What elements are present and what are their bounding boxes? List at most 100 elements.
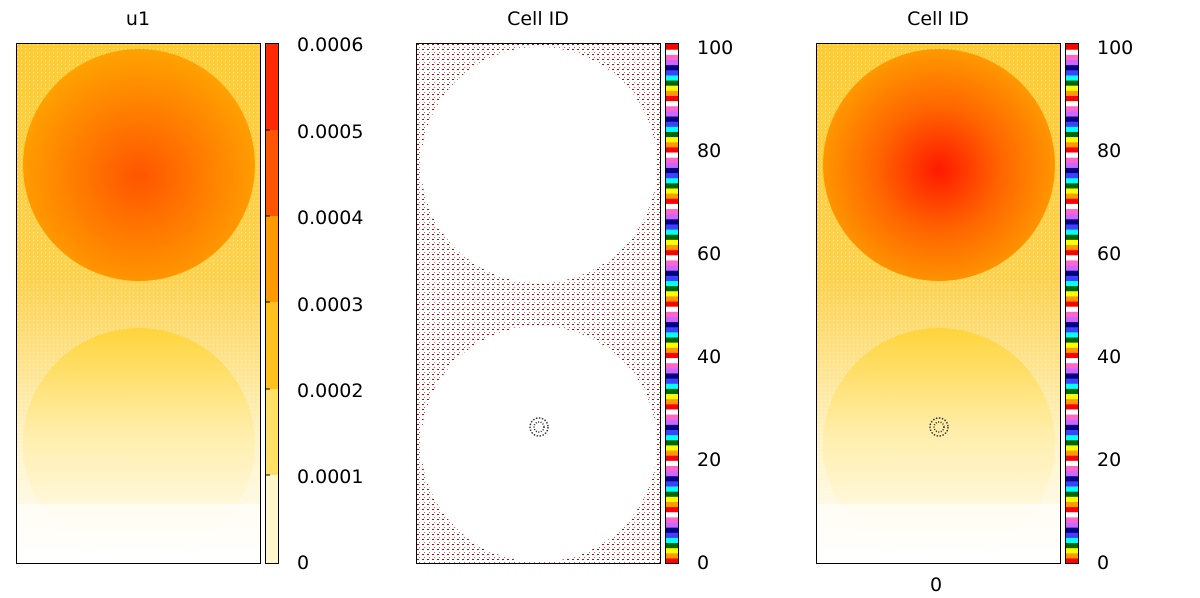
panel-2-colorbar-segment <box>666 470 678 477</box>
panel-3-colorbar-segment <box>1066 115 1078 122</box>
panel-3-colorbar-segment <box>1066 280 1078 287</box>
panel-2-colorbar-segment <box>666 306 678 312</box>
panel-2-colorbar-segment <box>666 393 678 400</box>
panel-3-colorbar-segment <box>1066 460 1078 466</box>
panel-2-colorbar-segment <box>666 249 678 256</box>
panel-2-colorbar-segment <box>666 403 678 410</box>
panel-3-colorbar-tick: 80 <box>1097 140 1122 162</box>
panel-2-colorbar-segment <box>666 115 678 122</box>
panel-2-colorbar-segment <box>666 193 678 199</box>
panel-2-colorbar-segment <box>666 413 678 420</box>
panel-3-colorbar-segment <box>1066 367 1078 374</box>
panel-2-colorbar-segment <box>666 552 678 559</box>
panel-2-colorbar-segment <box>666 90 678 96</box>
panel-2-colorbar-segment <box>666 244 678 251</box>
panel-3-colorbar-segment <box>1066 413 1078 420</box>
panel-3-colorbar-segment <box>1066 146 1078 153</box>
panel-2-colorbar-segment <box>666 547 678 554</box>
panel-3-colorbar-segment <box>1066 167 1078 174</box>
panel-3-colorbar-segment <box>1066 290 1078 297</box>
panel-2-colorbar-segment <box>666 270 678 276</box>
panel-3-colorbar-segment <box>1066 59 1078 66</box>
panel-1-colorbar-tick: 0.0001 <box>297 466 364 488</box>
panel-2-colorbar-svg <box>666 44 678 563</box>
panel-1-colorbar-tick: 0.0003 <box>297 294 364 316</box>
panel-2-colorbar-segment <box>666 49 678 55</box>
panel-3-colorbar-segment <box>1066 429 1078 436</box>
panel-1-heatmap-svg <box>17 44 260 563</box>
panel-2-colorbar-segment <box>666 398 678 405</box>
panel-3-colorbar-segment <box>1066 465 1078 472</box>
panel-2-colorbar-segment <box>666 264 678 271</box>
panel-3-colorbar-segment <box>1066 532 1078 538</box>
panel-2-colorbar-segment <box>666 342 678 348</box>
panel-3-colorbar-segment <box>1066 187 1078 194</box>
panel-1-colorbar-tick: 0.0005 <box>297 121 364 143</box>
panel-2-colorbar-segment <box>666 336 678 343</box>
panel-2-colorbar-segment <box>666 254 678 261</box>
panel-3-colorbar-segment <box>1066 79 1078 86</box>
panel-2-colorbar-segment <box>666 475 678 482</box>
panel-3-colorbar-segment <box>1066 85 1078 91</box>
panel-3-colorbar-tick: 0 <box>1097 552 1110 574</box>
panel-3-colorbar-segment <box>1066 393 1078 400</box>
panel-3-colorbar-segment <box>1066 198 1078 204</box>
panel-2-colorbar-segment <box>666 126 678 132</box>
panel-3-colorbar-segment <box>1066 100 1078 107</box>
panel-3-colorbar-segment <box>1066 316 1078 323</box>
panel-1-colorbar-tick: 0.0002 <box>297 380 364 402</box>
panel-2-colorbar-segment <box>666 162 678 168</box>
panel-3-colorbar-segment <box>1066 95 1078 102</box>
panel-3-colorbar-segment <box>1066 64 1078 71</box>
panel-2-colorbar-segment <box>666 146 678 153</box>
panel-3-colorbar-svg <box>1066 44 1078 563</box>
panel-2-colorbar-segment <box>666 485 678 492</box>
panel-2-colorbar-segment <box>666 316 678 323</box>
panel-2-colorbar-segment <box>666 516 678 523</box>
panel-2-colorbar-segment <box>666 141 678 148</box>
panel-2-colorbar-segment <box>666 367 678 374</box>
panel-3-colorbar-segment <box>1066 228 1078 235</box>
panel-2-colorbar-segment <box>666 527 678 533</box>
panel-2-colorbar-segment <box>666 480 678 487</box>
panel-3-colorbar-segment <box>1066 383 1078 389</box>
panel-3-colorbar-segment <box>1066 162 1078 168</box>
panel-3-colorbar-segment <box>1066 141 1078 148</box>
panel-3-colorbar-segment <box>1066 347 1078 353</box>
panel-2-colorbar-segment <box>666 85 678 91</box>
panel-2-colorbar-segment <box>666 95 678 102</box>
panel-3-colorbar-segment <box>1066 501 1078 508</box>
panel-3-colorbar-segment <box>1066 300 1078 307</box>
panel-1-colorbar-tick: 0 <box>297 552 310 574</box>
panel-2-colorbar-segment <box>666 506 678 513</box>
panel-3-colorbar-segment <box>1066 352 1078 359</box>
panel-2-colorbar-segment <box>666 419 678 425</box>
panel-2-upper-disk <box>421 47 657 283</box>
panel-3-colorbar-segment <box>1066 121 1078 127</box>
panel-3-colorbar-segment <box>1066 342 1078 348</box>
panel-3-colorbar-segment <box>1066 419 1078 425</box>
panel-3-colorbar-segment <box>1066 537 1078 544</box>
panel-3-lower-disk <box>823 328 1055 560</box>
panel-2-colorbar-segment <box>666 537 678 544</box>
panel-2-colorbar-segment <box>666 213 678 220</box>
panel-3-colorbar-segment <box>1066 74 1078 81</box>
panel-2-colorbar-segment <box>666 491 678 497</box>
panel-3-colorbar-segment <box>1066 285 1078 292</box>
panel-2-colorbar-segment <box>666 326 678 333</box>
panel-1-colorbar-tick: 0.0004 <box>297 207 364 229</box>
panel-2-colorbar-tick: 40 <box>697 346 722 368</box>
panel-3-colorbar-segment <box>1066 44 1078 50</box>
panel-2-colorbar-segment <box>666 136 678 143</box>
panel-3-colorbar-segment <box>1066 475 1078 482</box>
panel-3-colorbar-segment <box>1066 511 1078 518</box>
panel-2-colorbar-tick: 80 <box>697 140 722 162</box>
panel-3-colorbar-segment <box>1066 516 1078 523</box>
panel-2-colorbar-segment <box>666 511 678 518</box>
panel-3-colorbar-segment <box>1066 388 1078 395</box>
panel-3-colorbar-segment <box>1066 177 1078 184</box>
panel-2-colorbar-segment <box>666 460 678 466</box>
panel-3-colorbar-segment <box>1066 126 1078 132</box>
panel-3-colorbar-segment <box>1066 254 1078 261</box>
panel-2-colorbar-segment <box>666 542 678 549</box>
